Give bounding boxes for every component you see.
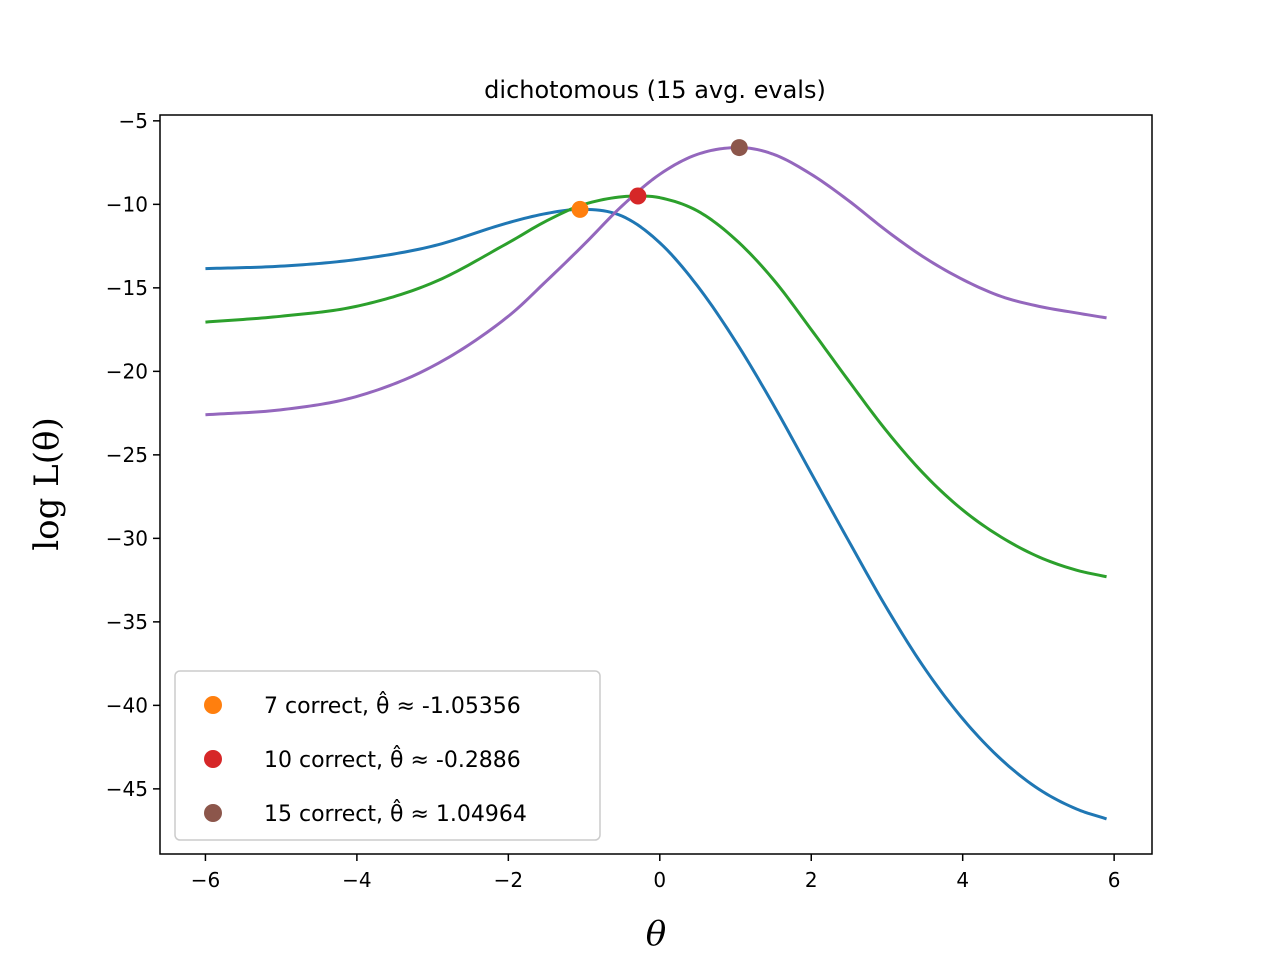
axes-frame (159, 114, 1153, 855)
x-tick-label: 4 (956, 868, 969, 892)
y-tick-label: −45 (106, 777, 148, 801)
legend-entry: 10 correct, θ̂ ≈ -0.2886 (264, 746, 521, 773)
x-tick-label: −6 (191, 868, 220, 892)
y-tick-label: −5 (119, 109, 148, 133)
x-tick-label: −2 (494, 868, 523, 892)
legend-marker (204, 804, 222, 822)
x-axis-label: θ (646, 914, 666, 954)
legend-entry: 7 correct, θ̂ ≈ -1.05356 (264, 692, 521, 719)
series-line-2 (205, 194, 1107, 579)
y-tick-label: −10 (106, 192, 148, 216)
y-tick-label: −40 (106, 693, 148, 717)
x-tick-label: 2 (805, 868, 818, 892)
legend-marker (204, 750, 222, 768)
mle-point-3 (730, 139, 748, 157)
y-tick-label: −15 (106, 276, 148, 300)
series-line-3 (205, 146, 1107, 417)
legend-box (174, 670, 601, 841)
mle-point-1 (571, 200, 589, 218)
x-tick-label: −4 (342, 868, 371, 892)
y-tick-label: −20 (106, 359, 148, 383)
legend-entry: 15 correct, θ̂ ≈ 1.04964 (264, 800, 527, 827)
legend: 7 correct, θ̂ ≈ -1.05356 10 correct, θ̂ ≈… (174, 670, 601, 841)
mle-point-2 (629, 187, 647, 205)
plot-area (205, 139, 1108, 821)
y-tick-label: −30 (106, 526, 148, 550)
x-tick-label: 6 (1108, 868, 1121, 892)
chart-title: dichotomous (15 avg. evals) (484, 76, 826, 104)
y-tick-label: −25 (106, 443, 148, 467)
y-tick-label: −35 (106, 610, 148, 634)
x-tick-label: 0 (653, 868, 666, 892)
series-line-1 (205, 207, 1108, 821)
y-axis-label: log L(θ) (27, 417, 67, 551)
axis-ticks: −6 −4 −2 0 2 4 6−5−10−15−20−25−30−35−40−45 (106, 109, 1121, 892)
legend-marker (204, 696, 222, 714)
